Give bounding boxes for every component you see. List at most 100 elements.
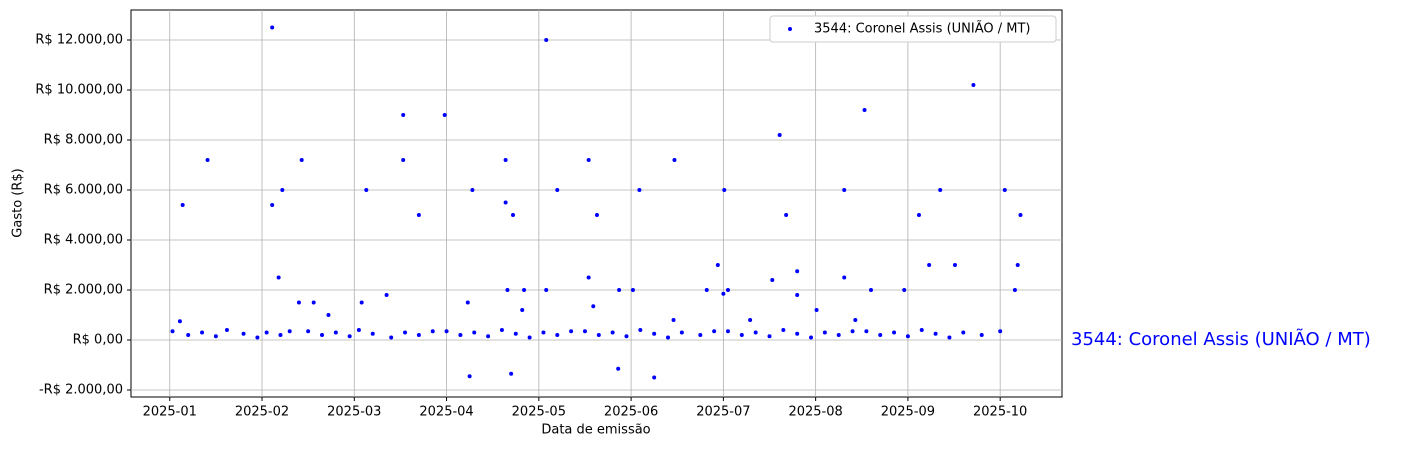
point — [416, 213, 421, 217]
point — [509, 371, 514, 376]
y-tick-label: R$ 0,00 — [73, 333, 123, 348]
point — [905, 334, 910, 339]
point — [544, 38, 549, 42]
point — [927, 263, 932, 267]
point — [624, 334, 629, 339]
point — [998, 329, 1003, 334]
point — [582, 329, 587, 334]
point — [280, 188, 285, 192]
point — [510, 213, 515, 217]
point — [814, 308, 819, 312]
point — [596, 333, 601, 337]
point — [224, 328, 229, 332]
legend-box — [769, 15, 1057, 43]
point — [205, 158, 210, 162]
y-tick-label: R$ 2.000,00 — [44, 283, 123, 298]
point — [842, 275, 847, 280]
point — [364, 188, 369, 192]
point — [725, 329, 730, 334]
legend-label: 3544: Coronel Assis (UNIÃO / MT) — [814, 21, 1031, 37]
point — [359, 300, 364, 305]
x-tick-label: 2025-06 — [604, 405, 658, 420]
point — [770, 278, 775, 282]
point — [270, 25, 275, 30]
point — [416, 333, 421, 337]
point — [356, 328, 361, 332]
point — [1012, 288, 1017, 292]
point — [522, 288, 527, 292]
point — [503, 158, 508, 162]
point — [862, 108, 867, 112]
point — [617, 288, 622, 292]
point — [767, 334, 772, 339]
point — [370, 331, 375, 336]
point — [296, 300, 301, 305]
point — [748, 318, 753, 322]
point — [864, 329, 869, 334]
point — [442, 113, 447, 117]
point — [809, 335, 814, 340]
point — [306, 329, 311, 334]
point — [472, 330, 477, 335]
point — [555, 333, 560, 337]
point — [777, 133, 782, 137]
point — [1018, 213, 1023, 217]
point — [630, 288, 635, 292]
point — [170, 329, 175, 334]
x-axis-label: Data de emissão — [541, 423, 650, 438]
point — [721, 291, 726, 296]
point — [739, 333, 744, 337]
point — [616, 366, 621, 371]
point — [499, 328, 504, 332]
x-tick-label: 2025-01 — [143, 405, 197, 420]
point — [520, 308, 525, 312]
point — [784, 213, 789, 217]
point — [919, 328, 924, 332]
legend-marker — [788, 27, 792, 31]
point — [704, 288, 709, 292]
point — [722, 188, 727, 192]
point — [213, 334, 218, 339]
point — [916, 213, 921, 217]
point — [200, 330, 205, 335]
point — [938, 188, 943, 192]
point — [725, 288, 730, 292]
point — [467, 374, 472, 379]
point — [781, 328, 786, 332]
point — [933, 331, 938, 336]
y-tick-label: R$ 10.000,00 — [35, 83, 123, 98]
point — [947, 335, 952, 340]
point — [878, 333, 883, 337]
point — [326, 313, 331, 317]
point — [902, 288, 907, 292]
point — [287, 329, 292, 334]
point — [892, 330, 897, 335]
x-tick-label: 2025-07 — [696, 405, 750, 420]
point — [299, 158, 304, 162]
point — [270, 203, 275, 207]
point — [389, 335, 394, 340]
point — [544, 288, 549, 292]
point — [319, 333, 324, 337]
point — [486, 334, 491, 339]
point — [869, 288, 874, 292]
point — [979, 333, 984, 337]
point — [401, 158, 406, 162]
y-tick-label: R$ 6.000,00 — [44, 183, 123, 198]
point — [541, 330, 546, 335]
point — [255, 335, 260, 340]
x-tick-label: 2025-03 — [327, 405, 381, 420]
point — [384, 293, 389, 297]
point — [652, 331, 657, 336]
point — [594, 213, 599, 217]
point — [180, 203, 185, 207]
point — [795, 331, 800, 336]
point — [795, 293, 800, 297]
point — [610, 330, 615, 335]
point — [971, 83, 976, 87]
point — [591, 304, 596, 309]
point — [853, 318, 858, 322]
point — [241, 331, 246, 336]
point — [637, 188, 642, 192]
